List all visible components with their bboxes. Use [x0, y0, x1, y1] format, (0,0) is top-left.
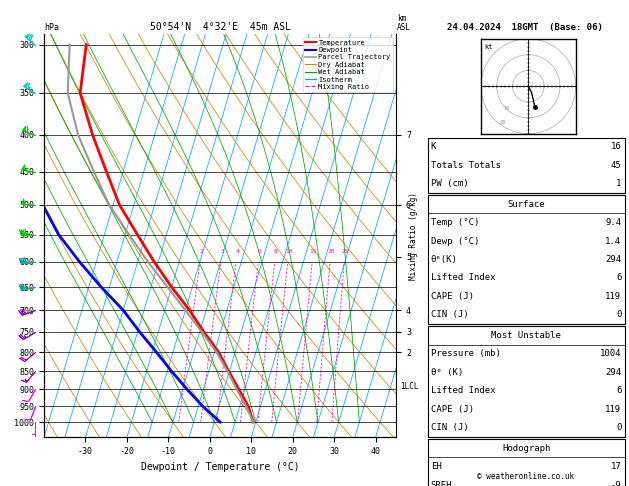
Text: θᵉ(K): θᵉ(K)	[431, 255, 458, 264]
Text: 6: 6	[616, 274, 621, 282]
Text: PW (cm): PW (cm)	[431, 179, 469, 188]
Text: 0: 0	[616, 311, 621, 319]
Text: 2: 2	[199, 249, 203, 254]
Text: EH: EH	[431, 462, 442, 471]
Text: Surface: Surface	[508, 200, 545, 208]
Text: 294: 294	[605, 368, 621, 377]
Text: 10: 10	[285, 249, 292, 254]
Text: CIN (J): CIN (J)	[431, 311, 469, 319]
Text: 119: 119	[605, 292, 621, 301]
Text: CIN (J): CIN (J)	[431, 423, 469, 432]
Text: 9.4: 9.4	[605, 218, 621, 227]
Text: SREH: SREH	[431, 481, 452, 486]
Text: 3: 3	[220, 249, 224, 254]
Text: Dewp (°C): Dewp (°C)	[431, 237, 479, 245]
Text: 20: 20	[500, 120, 506, 125]
Text: 50°54'N  4°32'E  45m ASL: 50°54'N 4°32'E 45m ASL	[150, 21, 291, 32]
Text: 6: 6	[616, 386, 621, 395]
Text: 17: 17	[611, 462, 621, 471]
Text: Temp (°C): Temp (°C)	[431, 218, 479, 227]
Text: 16: 16	[611, 142, 621, 151]
Text: 25: 25	[342, 249, 349, 254]
Text: Lifted Index: Lifted Index	[431, 274, 496, 282]
Text: Totals Totals: Totals Totals	[431, 161, 501, 170]
Text: Pressure (mb): Pressure (mb)	[431, 349, 501, 358]
Text: 45: 45	[611, 161, 621, 170]
Text: Mixing Ratio (g/kg): Mixing Ratio (g/kg)	[409, 192, 418, 279]
Text: 20: 20	[327, 249, 335, 254]
Text: K: K	[431, 142, 437, 151]
Text: Hodograph: Hodograph	[502, 444, 550, 452]
Text: kt: kt	[484, 44, 493, 50]
Text: 1004: 1004	[600, 349, 621, 358]
Text: θᵉ (K): θᵉ (K)	[431, 368, 463, 377]
Text: CAPE (J): CAPE (J)	[431, 292, 474, 301]
Text: 10: 10	[503, 106, 509, 111]
Text: CAPE (J): CAPE (J)	[431, 405, 474, 414]
Text: Lifted Index: Lifted Index	[431, 386, 496, 395]
Text: 15: 15	[309, 249, 317, 254]
Text: 119: 119	[605, 405, 621, 414]
Text: km
ASL: km ASL	[397, 14, 411, 32]
Legend: Temperature, Dewpoint, Parcel Trajectory, Dry Adiabat, Wet Adiabat, Isotherm, Mi: Temperature, Dewpoint, Parcel Trajectory…	[303, 37, 392, 92]
Text: 24.04.2024  18GMT  (Base: 06): 24.04.2024 18GMT (Base: 06)	[447, 22, 603, 32]
X-axis label: Dewpoint / Temperature (°C): Dewpoint / Temperature (°C)	[141, 462, 299, 472]
Text: -9: -9	[611, 481, 621, 486]
Text: hPa: hPa	[44, 22, 59, 32]
Text: © weatheronline.co.uk: © weatheronline.co.uk	[477, 472, 574, 481]
Text: Most Unstable: Most Unstable	[491, 331, 561, 340]
Text: 0: 0	[616, 423, 621, 432]
Text: 1.4: 1.4	[605, 237, 621, 245]
Text: 1: 1	[616, 179, 621, 188]
Text: 4: 4	[235, 249, 239, 254]
Text: 1LCL: 1LCL	[401, 382, 419, 391]
Text: 294: 294	[605, 255, 621, 264]
Text: 6: 6	[258, 249, 262, 254]
Text: 8: 8	[274, 249, 278, 254]
